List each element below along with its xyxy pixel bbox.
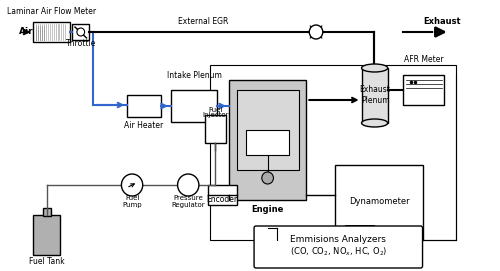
Bar — [362, 68, 388, 123]
Circle shape — [262, 172, 274, 184]
Bar — [34, 215, 60, 255]
Text: External EGR: External EGR — [178, 18, 228, 27]
Ellipse shape — [362, 119, 388, 127]
Bar — [171, 90, 218, 122]
FancyBboxPatch shape — [254, 226, 422, 268]
Bar — [403, 75, 444, 105]
Text: Exhaust: Exhaust — [423, 18, 461, 27]
Bar — [204, 115, 226, 143]
Bar — [336, 165, 422, 240]
Circle shape — [310, 25, 323, 39]
Text: Injector: Injector — [202, 112, 228, 118]
Circle shape — [77, 28, 84, 36]
Text: Encoder: Encoder — [206, 195, 238, 204]
Bar — [236, 90, 298, 170]
Ellipse shape — [362, 64, 388, 72]
Text: Fuel
Pump: Fuel Pump — [122, 195, 142, 208]
Text: AFR Meter: AFR Meter — [404, 56, 444, 64]
Bar — [127, 95, 161, 117]
Text: Fuel Tank: Fuel Tank — [29, 257, 64, 266]
Text: Pressure
Regulator: Pressure Regulator — [172, 195, 205, 208]
Circle shape — [178, 174, 199, 196]
Text: Throttle: Throttle — [66, 38, 96, 47]
Text: Air: Air — [19, 27, 34, 37]
Bar — [256, 228, 420, 266]
Text: Intake Plenum: Intake Plenum — [166, 70, 222, 79]
Circle shape — [122, 174, 142, 196]
Bar — [34, 22, 70, 42]
Bar — [229, 80, 306, 200]
Bar — [208, 185, 236, 205]
Bar — [72, 24, 90, 40]
Text: Fuel: Fuel — [208, 107, 222, 113]
Bar — [345, 225, 374, 233]
Text: (CO, CO$_2$, NO$_x$, HC, O$_2$): (CO, CO$_2$, NO$_x$, HC, O$_2$) — [290, 246, 387, 258]
Bar — [210, 65, 456, 240]
Text: Air Heater: Air Heater — [124, 121, 164, 131]
Text: Emmisions Analyzers: Emmisions Analyzers — [290, 235, 386, 244]
Text: Engine: Engine — [252, 205, 284, 215]
Bar — [246, 130, 289, 155]
Bar — [43, 208, 51, 216]
Text: Laminar Air Flow Meter: Laminar Air Flow Meter — [7, 8, 96, 17]
Text: Dynamometer: Dynamometer — [348, 198, 410, 207]
Text: Exhaust
Plenum: Exhaust Plenum — [360, 85, 390, 105]
